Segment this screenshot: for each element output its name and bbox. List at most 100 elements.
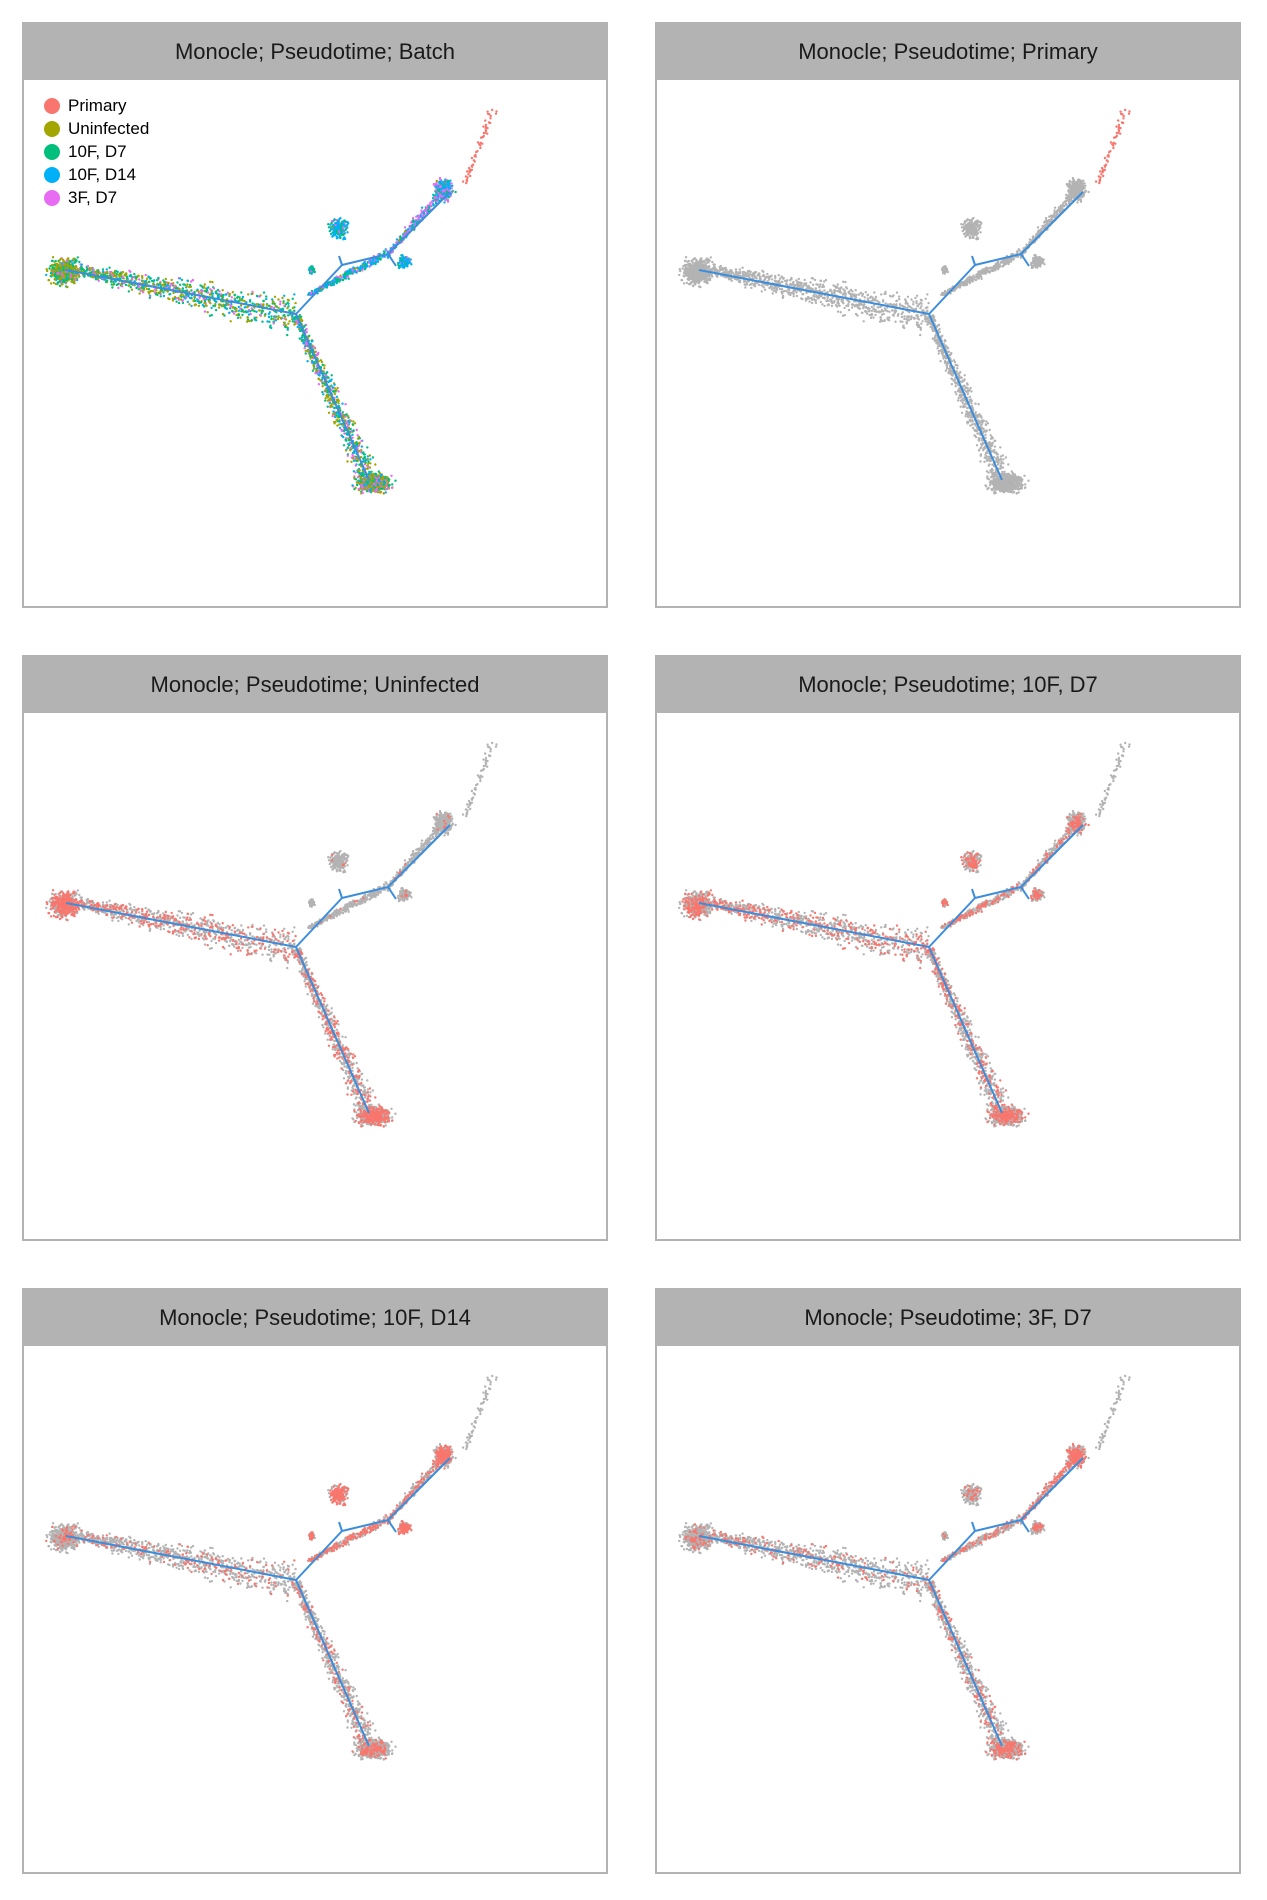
cell-point bbox=[371, 456, 375, 459]
cell-point bbox=[269, 324, 272, 327]
cell-point bbox=[172, 291, 175, 295]
cell-point bbox=[181, 287, 184, 290]
cell-point bbox=[486, 110, 489, 113]
cell-point bbox=[692, 277, 695, 281]
cell-point bbox=[217, 293, 221, 296]
cell-point bbox=[294, 322, 297, 325]
cell-point bbox=[162, 283, 165, 286]
cell-point bbox=[915, 301, 918, 305]
cell-point bbox=[320, 360, 324, 364]
cell-point bbox=[786, 279, 789, 282]
cell-point bbox=[340, 276, 343, 279]
cell-point bbox=[248, 319, 251, 323]
cell-point bbox=[137, 274, 140, 277]
cell-point bbox=[403, 226, 407, 229]
cell-point bbox=[707, 275, 710, 278]
cell-point bbox=[268, 311, 272, 314]
cell-point bbox=[115, 273, 119, 276]
cell-point bbox=[149, 290, 152, 293]
cell-point bbox=[377, 485, 380, 489]
cell-point bbox=[74, 258, 78, 261]
cell-point bbox=[326, 376, 330, 379]
cell-point bbox=[484, 129, 488, 133]
cell-point bbox=[241, 295, 245, 299]
cell-point bbox=[166, 283, 170, 287]
cell-point bbox=[228, 293, 231, 296]
cell-point bbox=[129, 286, 132, 289]
cell-point bbox=[45, 273, 48, 277]
cell-point bbox=[286, 314, 290, 317]
cell-point bbox=[839, 311, 842, 314]
cell-point bbox=[355, 441, 358, 444]
cell-point bbox=[360, 439, 363, 443]
legend-entry: Primary bbox=[44, 94, 149, 117]
cell-point bbox=[197, 292, 201, 295]
cell-point bbox=[185, 289, 189, 292]
cell-point bbox=[69, 264, 72, 267]
cell-point bbox=[54, 274, 57, 278]
cell-point bbox=[239, 316, 242, 319]
cell-point bbox=[291, 320, 294, 323]
cell-point bbox=[402, 257, 406, 260]
cell-point bbox=[880, 293, 883, 296]
cell-point bbox=[101, 270, 105, 273]
cell-point bbox=[170, 278, 173, 282]
cell-point bbox=[489, 114, 492, 118]
cell-point bbox=[343, 429, 346, 432]
cell-point bbox=[886, 310, 889, 313]
cell-point bbox=[374, 476, 377, 479]
cell-point bbox=[253, 310, 256, 313]
cell-point bbox=[335, 418, 338, 422]
cell-point bbox=[130, 275, 133, 278]
cell-point bbox=[50, 275, 53, 278]
cell-point bbox=[411, 216, 415, 220]
cell-point bbox=[357, 479, 360, 482]
cell-point bbox=[65, 273, 69, 276]
cell-point bbox=[444, 198, 447, 202]
cell-point bbox=[308, 334, 311, 337]
cell-point bbox=[919, 328, 922, 331]
cell-point bbox=[331, 415, 334, 418]
cell-point bbox=[137, 288, 140, 291]
cell-point bbox=[327, 223, 330, 226]
cell-point bbox=[860, 303, 863, 306]
cell-point bbox=[696, 261, 699, 264]
cell-point bbox=[927, 301, 930, 305]
cell-point bbox=[154, 293, 158, 296]
cell-point bbox=[85, 269, 89, 272]
cell-point bbox=[116, 283, 120, 286]
cell-point bbox=[335, 411, 338, 415]
cell-point bbox=[54, 259, 57, 263]
cell-point bbox=[312, 361, 315, 364]
cell-point bbox=[340, 220, 344, 224]
cell-point bbox=[243, 306, 246, 309]
cell-point bbox=[680, 278, 683, 282]
cell-point bbox=[366, 446, 369, 449]
cell-point bbox=[352, 470, 356, 473]
cell-point bbox=[109, 272, 112, 276]
cell-point bbox=[739, 274, 742, 278]
cell-point bbox=[451, 184, 454, 187]
cell-point bbox=[354, 486, 357, 490]
cell-point bbox=[864, 309, 867, 313]
cell-point bbox=[813, 278, 817, 282]
cell-point bbox=[362, 457, 365, 460]
cell-point bbox=[384, 491, 387, 494]
cell-point bbox=[188, 285, 191, 289]
cell-point bbox=[689, 269, 693, 273]
cell-point bbox=[74, 261, 77, 264]
cell-point bbox=[701, 262, 704, 266]
cell-point bbox=[371, 258, 375, 262]
cell-point bbox=[682, 282, 686, 285]
cell-point bbox=[700, 264, 703, 268]
cell-point bbox=[92, 276, 95, 279]
cell-point bbox=[339, 236, 342, 240]
cell-point bbox=[145, 277, 149, 280]
cell-point bbox=[298, 326, 301, 329]
cell-point bbox=[309, 354, 312, 358]
cell-point bbox=[77, 269, 80, 272]
cell-point bbox=[157, 283, 160, 287]
cell-point bbox=[833, 291, 836, 294]
cell-point bbox=[93, 270, 97, 274]
cell-point bbox=[270, 315, 273, 318]
